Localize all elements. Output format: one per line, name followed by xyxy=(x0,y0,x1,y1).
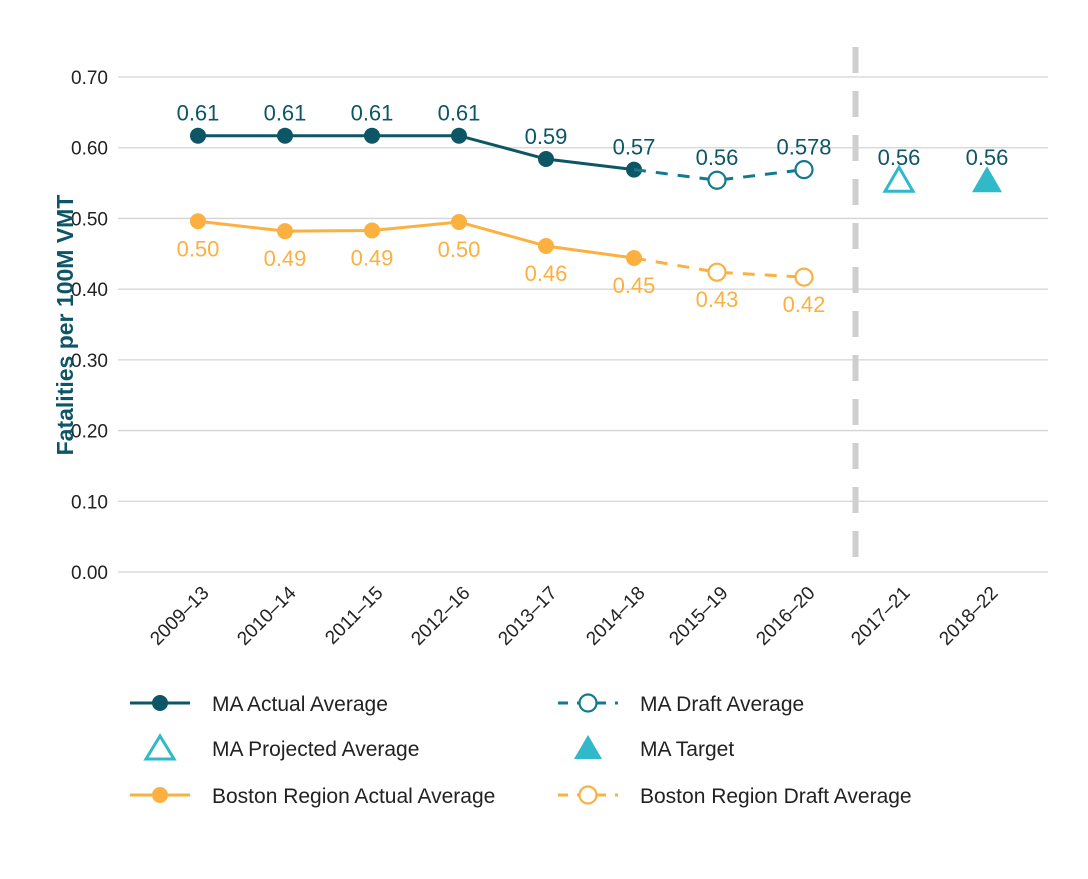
series-line-5 xyxy=(633,256,805,279)
data-point xyxy=(882,164,916,193)
x-tick-label: 2012–16 xyxy=(407,583,474,650)
y-tick-label: 0.50 xyxy=(71,209,108,230)
y-tick-label: 0.40 xyxy=(71,280,108,301)
x-tick-label: 2014–18 xyxy=(582,583,649,650)
data-point xyxy=(277,127,293,144)
x-tick-label: 2017–21 xyxy=(847,583,914,650)
legend-marker xyxy=(143,733,177,761)
data-point xyxy=(538,238,554,255)
data-point xyxy=(451,213,467,230)
data-label: 0.56 xyxy=(966,145,1009,170)
y-tick-label: 0.10 xyxy=(71,492,108,513)
data-label: 0.49 xyxy=(264,246,307,271)
series-line-4 xyxy=(197,219,635,260)
legend-label: Boston Region Actual Average xyxy=(212,785,495,808)
y-tick-label: 0.30 xyxy=(71,351,108,372)
data-label: 0.50 xyxy=(177,236,220,261)
data-label: 0.61 xyxy=(264,101,307,126)
y-tick-label: 0.70 xyxy=(71,68,108,89)
data-label: 0.578 xyxy=(776,135,831,160)
y-axis-label: Fatalities per 100M VMT xyxy=(52,195,78,456)
x-tick-label: 2018–22 xyxy=(935,583,1002,650)
data-label: 0.50 xyxy=(438,237,481,262)
data-point xyxy=(190,127,206,144)
data-label: 0.59 xyxy=(525,124,568,149)
data-point xyxy=(451,127,467,144)
y-tick-label: 0.60 xyxy=(71,139,108,160)
legend-marker xyxy=(578,785,598,805)
legend-marker xyxy=(578,693,598,713)
y-tick-label: 0.00 xyxy=(71,563,108,584)
legend-label: MA Actual Average xyxy=(212,693,388,716)
legend-marker xyxy=(152,695,168,711)
x-tick-label: 2010–14 xyxy=(233,582,300,649)
legend-label: MA Target xyxy=(640,738,734,761)
y-tick-label: 0.20 xyxy=(71,422,108,443)
data-label: 0.42 xyxy=(783,292,826,317)
data-point xyxy=(794,160,814,180)
data-point xyxy=(277,223,293,240)
x-tick-label: 2015–19 xyxy=(665,583,732,650)
data-label: 0.57 xyxy=(613,135,656,160)
data-point xyxy=(707,170,727,190)
legend-label: MA Draft Average xyxy=(640,693,804,716)
data-label: 0.45 xyxy=(613,273,656,298)
legend-marker xyxy=(574,735,602,759)
data-label: 0.56 xyxy=(878,145,921,170)
data-point xyxy=(364,127,380,144)
data-label: 0.61 xyxy=(438,101,481,126)
series-line-0 xyxy=(198,134,635,172)
x-tick-label: 2009–13 xyxy=(146,583,213,650)
legend-marker xyxy=(152,787,168,803)
data-point xyxy=(538,151,554,168)
data-label: 0.56 xyxy=(696,145,739,170)
data-point xyxy=(794,267,814,287)
data-label: 0.61 xyxy=(177,101,220,126)
data-label: 0.43 xyxy=(696,287,739,312)
x-tick-label: 2016–20 xyxy=(752,583,819,650)
data-point xyxy=(972,166,1002,193)
data-label: 0.61 xyxy=(351,101,394,126)
data-point xyxy=(190,213,206,230)
data-label: 0.46 xyxy=(525,261,568,286)
legend-label: MA Projected Average xyxy=(212,738,419,761)
data-point xyxy=(707,262,727,282)
data-point xyxy=(364,222,380,239)
x-tick-label: 2013–17 xyxy=(494,583,561,650)
x-tick-label: 2011–15 xyxy=(321,583,387,649)
series-line-1 xyxy=(633,168,805,182)
data-label: 0.49 xyxy=(351,245,394,270)
legend-label: Boston Region Draft Average xyxy=(640,785,912,808)
